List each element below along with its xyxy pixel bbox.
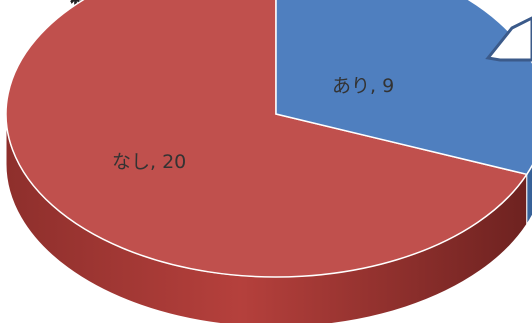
callout-shape [485,16,532,62]
pie-slice-side-ari [526,164,532,226]
pie-slice-ari [275,0,532,176]
data-label-nashi: なし, 20 [112,151,186,173]
pie-slice-nashi [5,0,529,278]
data-label-ari: あり, 9 [332,75,394,97]
